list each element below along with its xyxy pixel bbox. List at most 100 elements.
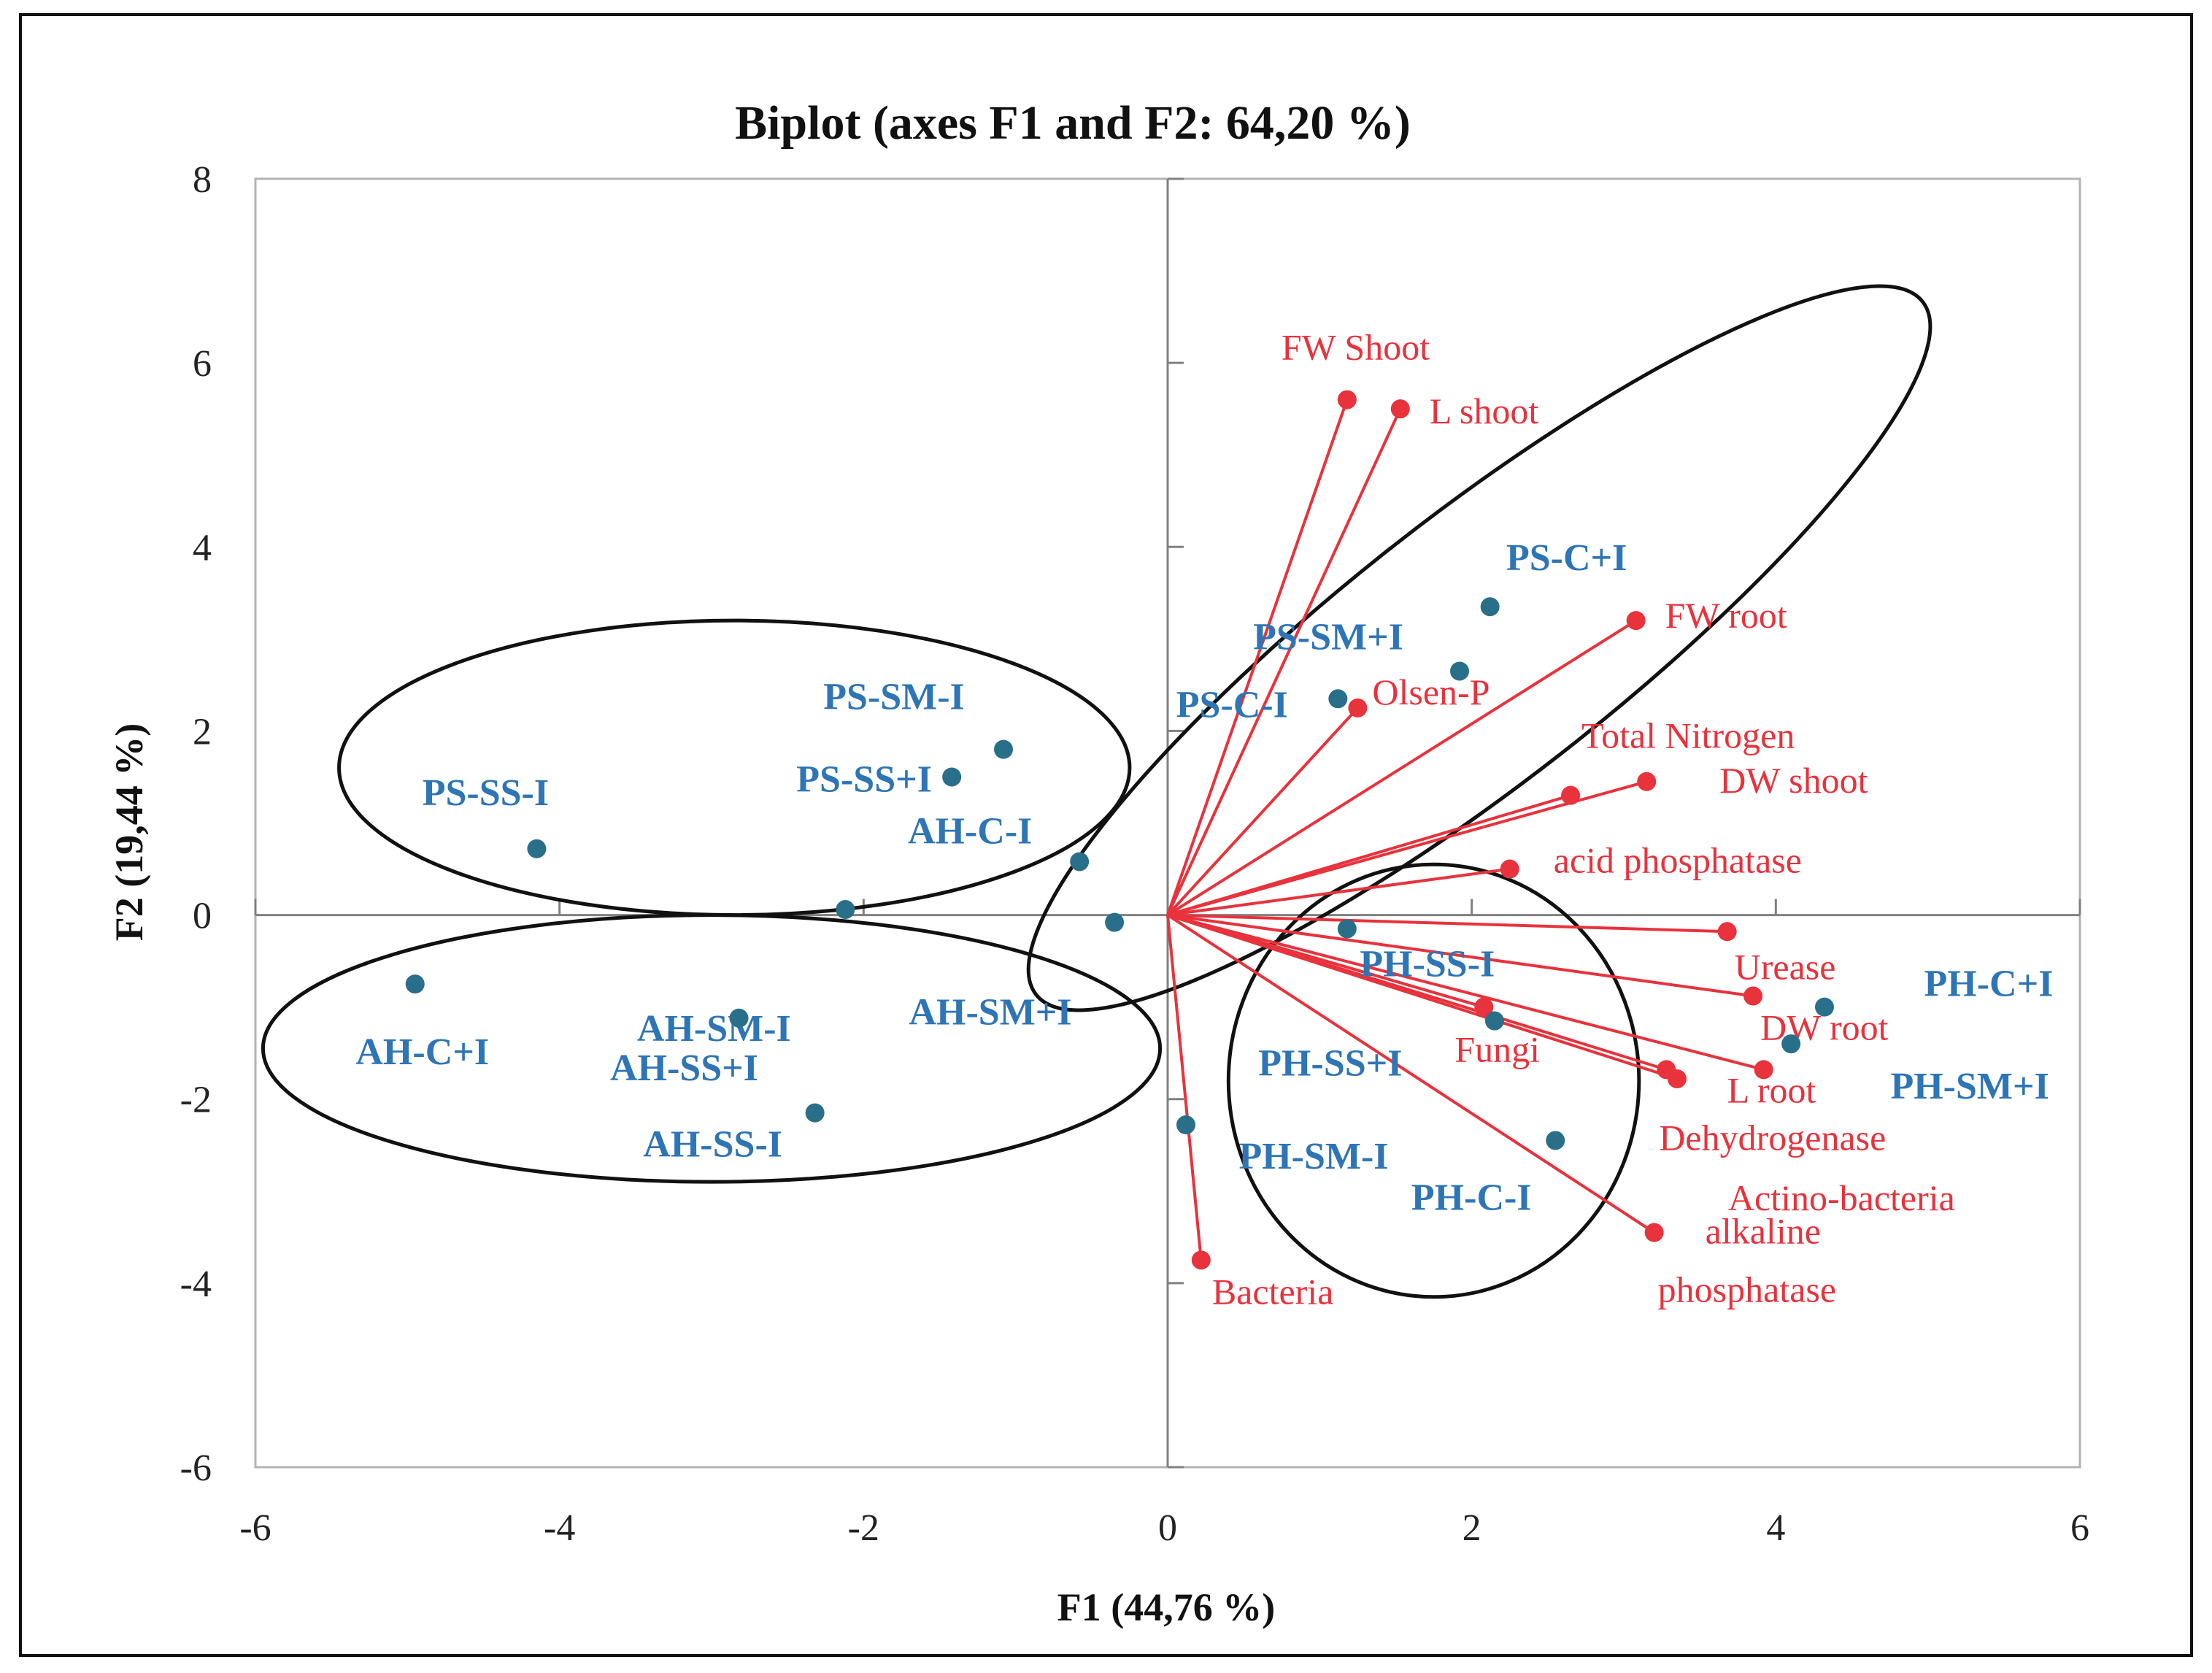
- variable-vector: [1167, 913, 1765, 1072]
- variable-point: [1337, 390, 1357, 409]
- axis-ticks: -6 -4 -2 0 2 4 6 8 6 4 2 0 -2 -4 -6: [180, 159, 2089, 1549]
- x-tick-label: 0: [1158, 1507, 1177, 1549]
- observation-point: [527, 839, 547, 858]
- y-axis-label: F2 (19,44 %): [107, 723, 151, 941]
- y-tick-label: 4: [193, 527, 212, 569]
- variable-point: [1644, 1223, 1664, 1242]
- observation-point: [1815, 997, 1834, 1017]
- observation-label: PH-C+I: [1924, 964, 2054, 1005]
- variable-label: DW shoot: [1719, 760, 1868, 801]
- variable-label: alkaline phosphatase: [1658, 1211, 1836, 1310]
- observation-points: PS-SS-I PS-SM-I PS-SS+I AH-C-I AH-SM-I AH-SM+…: [355, 537, 2053, 1218]
- variable-label-line: alkaline: [1706, 1211, 1821, 1252]
- observation-label: PS-C+I: [1506, 537, 1627, 579]
- variable-label-line: phosphatase: [1658, 1269, 1836, 1310]
- x-tick-label: -4: [544, 1507, 575, 1549]
- cluster-ellipse: [261, 913, 1163, 1184]
- observation-label: PS-SM+I: [1253, 616, 1403, 658]
- observation-point: [1484, 1011, 1504, 1031]
- x-tick-label: 6: [2070, 1507, 2089, 1549]
- variable-label: Bacteria: [1212, 1271, 1334, 1312]
- observation-point: [1176, 1115, 1195, 1135]
- y-tick-label: 2: [193, 711, 212, 753]
- variable-vector: [1167, 780, 1647, 917]
- variable-point: [1626, 611, 1646, 631]
- x-tick-label: -2: [848, 1507, 879, 1549]
- observation-label: AH-C+I: [355, 1031, 489, 1073]
- variable-label: Fungi: [1454, 1029, 1540, 1070]
- observation-label: PS-SS-I: [423, 772, 549, 814]
- observation-point: [1546, 1131, 1565, 1150]
- x-tick-label: 4: [1766, 1507, 1785, 1549]
- observation-label: AH-SM+I: [909, 992, 1071, 1034]
- y-tick-label: 6: [193, 343, 212, 385]
- observation-point: [1480, 597, 1500, 617]
- variable-point: [1717, 922, 1737, 942]
- variable-label: FW root: [1665, 595, 1787, 636]
- variable-vector: [1166, 915, 1203, 1261]
- observation-label: AH-C-I: [908, 810, 1032, 852]
- observation-point: [1328, 689, 1348, 709]
- variable-vector: [1166, 399, 1349, 916]
- observation-point: [942, 767, 962, 787]
- variable-vector: [1166, 408, 1402, 916]
- y-tick-label: -6: [180, 1447, 212, 1489]
- variable-point: [1191, 1250, 1211, 1270]
- observation-point: [805, 1103, 825, 1123]
- observation-label: PH-C-I: [1411, 1177, 1532, 1218]
- variable-vector: [1167, 913, 1678, 1080]
- variable-vector: [1167, 913, 1754, 998]
- variable-label: L shoot: [1430, 391, 1539, 431]
- cluster-ellipse: [1026, 284, 1932, 1012]
- variable-vector: [1167, 913, 1727, 934]
- observation-point: [1070, 852, 1090, 872]
- variable-point: [1390, 399, 1410, 419]
- observation-label: AH-SS-I: [643, 1124, 782, 1166]
- observation-label: PS-SM-I: [823, 677, 965, 718]
- observation-label: PH-SS+I: [1258, 1043, 1402, 1085]
- observation-label: PH-SS-I: [1360, 943, 1495, 985]
- y-tick-label: -2: [180, 1080, 212, 1121]
- observation-point: [405, 974, 425, 994]
- variable-label: Actino-bacteria: [1728, 1177, 1955, 1218]
- variable-label: Dehydrogenase: [1659, 1117, 1886, 1158]
- variable-vector: [1166, 707, 1359, 916]
- observation-point: [1450, 661, 1469, 681]
- observation-label: PS-SS+I: [796, 758, 932, 800]
- cluster-ellipses: [261, 284, 1932, 1299]
- variable-point: [1754, 1060, 1773, 1080]
- variable-vector: [1167, 867, 1511, 917]
- observation-point: [1781, 1034, 1801, 1054]
- observation-label: PH-SM-I: [1238, 1136, 1388, 1177]
- x-tick-label: 2: [1463, 1507, 1481, 1549]
- observation-label: PH-SM+I: [1890, 1066, 2049, 1107]
- observation-point: [994, 739, 1013, 759]
- observation-point: [1105, 912, 1125, 932]
- variable-point: [1667, 1069, 1687, 1088]
- variable-point: [1348, 698, 1368, 718]
- observation-point: [836, 900, 855, 920]
- variable-label: Total Nitrogen: [1581, 715, 1795, 756]
- y-tick-label: 0: [193, 896, 212, 937]
- x-tick-label: -6: [239, 1507, 271, 1549]
- variable-label: Olsen-P: [1372, 672, 1490, 712]
- chart-title: Biplot (axes F1 and F2: 64,20 %): [735, 96, 1411, 150]
- observation-point: [729, 1008, 749, 1028]
- observation-label: AH-SM-I: [637, 1008, 791, 1050]
- observation-point: [1337, 919, 1357, 939]
- variable-point: [1743, 986, 1763, 1006]
- variable-label: FW Shoot: [1282, 327, 1430, 368]
- variable-vector: [1166, 913, 1655, 1234]
- y-tick-label: -4: [180, 1264, 212, 1305]
- observation-label: AH-SS+I: [610, 1047, 758, 1089]
- cluster-ellipse: [1226, 862, 1641, 1299]
- y-tick-label: 8: [193, 159, 212, 201]
- variable-label: acid phosphatase: [1554, 840, 1802, 881]
- variable-label: L root: [1727, 1069, 1816, 1110]
- variable-point: [1500, 859, 1519, 879]
- variable-label: Urease: [1735, 946, 1836, 987]
- x-axis-label: F1 (44,76 %): [1057, 1585, 1275, 1629]
- observation-label: PS-C-I: [1176, 684, 1288, 726]
